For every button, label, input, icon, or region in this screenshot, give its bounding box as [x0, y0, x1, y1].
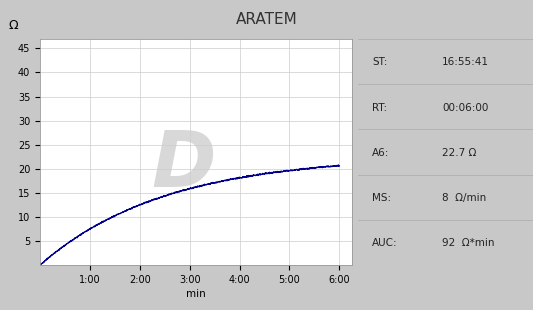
Text: ARATEM: ARATEM	[236, 12, 297, 27]
Text: MS:: MS:	[372, 193, 391, 203]
Text: 16:55:41: 16:55:41	[442, 57, 489, 67]
Text: ST:: ST:	[372, 57, 387, 67]
Text: RT:: RT:	[372, 103, 387, 113]
Text: AUC:: AUC:	[372, 238, 398, 248]
Text: 00:06:00: 00:06:00	[442, 103, 488, 113]
Text: 22.7 Ω: 22.7 Ω	[442, 148, 477, 158]
Text: 92  Ω*min: 92 Ω*min	[442, 238, 495, 248]
Text: A6:: A6:	[372, 148, 390, 158]
Text: Ω: Ω	[9, 19, 18, 32]
Text: 8  Ω/min: 8 Ω/min	[442, 193, 486, 203]
Text: D: D	[151, 127, 216, 203]
X-axis label: min: min	[186, 289, 206, 299]
